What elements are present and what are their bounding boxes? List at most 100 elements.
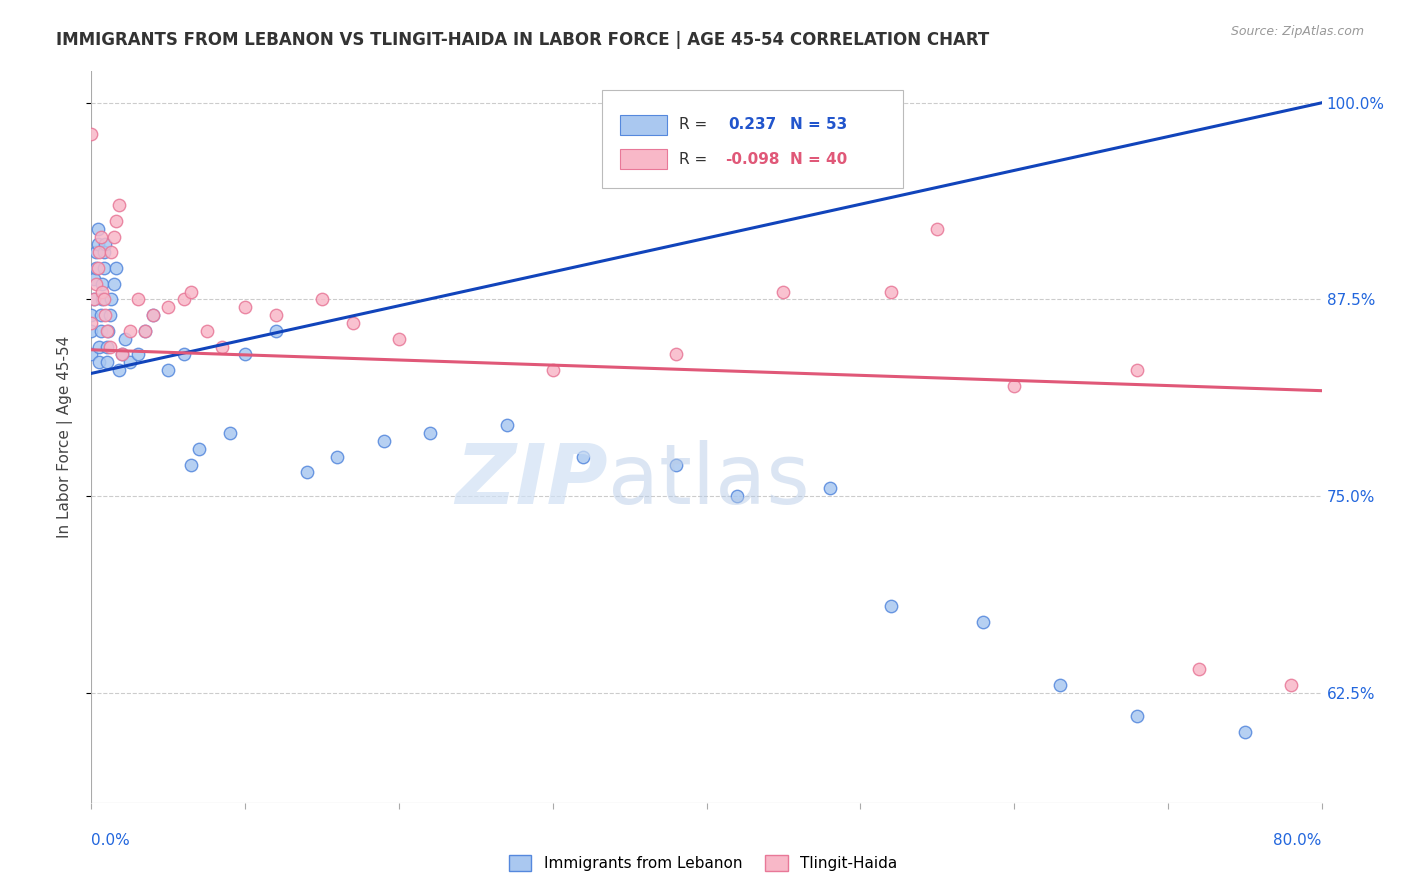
Point (84, 260, 107, 275)
FancyBboxPatch shape (620, 149, 666, 169)
Point (114, 332, 136, 346)
Text: IMMIGRANTS FROM LEBANON VS TLINGIT-HAIDA IN LABOR FORCE | AGE 45-54 CORRELATION : IMMIGRANTS FROM LEBANON VS TLINGIT-HAIDA… (56, 31, 990, 49)
Point (96, 324, 118, 338)
Point (373, 434, 395, 448)
Point (100, 245, 122, 260)
Text: -0.098: -0.098 (725, 152, 779, 167)
Point (87, 340, 110, 354)
Point (157, 363, 180, 377)
Point (495, 418, 517, 433)
Y-axis label: In Labor Force | Age 45-54: In Labor Force | Age 45-54 (58, 336, 73, 538)
Text: atlas: atlas (607, 441, 810, 522)
Point (96, 355, 118, 369)
Text: N = 40: N = 40 (790, 152, 848, 167)
Point (94, 237, 117, 252)
Point (173, 293, 195, 307)
Point (233, 347, 256, 361)
Point (572, 450, 595, 464)
Point (972, 615, 994, 629)
Text: Source: ZipAtlas.com: Source: ZipAtlas.com (1230, 25, 1364, 38)
Point (218, 426, 240, 441)
Point (98, 308, 121, 322)
Point (142, 308, 165, 322)
Point (195, 324, 218, 338)
Point (725, 489, 748, 503)
Point (108, 198, 131, 212)
Point (94, 308, 117, 322)
Point (311, 293, 333, 307)
Point (772, 285, 794, 299)
Point (157, 301, 180, 315)
Point (134, 324, 156, 338)
Point (111, 347, 134, 361)
Point (211, 340, 233, 354)
Point (91, 277, 114, 291)
Point (665, 347, 688, 361)
Point (264, 324, 287, 338)
Point (83, 293, 105, 307)
Point (87, 355, 110, 369)
Point (326, 450, 349, 464)
Point (134, 324, 156, 338)
Point (105, 260, 127, 275)
Legend: Immigrants from Lebanon, Tlingit-Haida: Immigrants from Lebanon, Tlingit-Haida (502, 849, 904, 877)
Text: 0.237: 0.237 (728, 117, 778, 132)
FancyBboxPatch shape (620, 114, 666, 135)
Point (90, 229, 112, 244)
Point (180, 458, 202, 472)
Text: R =: R = (679, 152, 713, 167)
Point (388, 332, 411, 346)
Point (1002, 379, 1025, 393)
Point (880, 599, 903, 614)
Point (80, 128, 103, 142)
Point (93, 245, 115, 260)
Point (86, 221, 108, 235)
Point (91, 285, 114, 299)
Point (100, 293, 122, 307)
Point (86, 237, 108, 252)
Point (90, 308, 112, 322)
Point (173, 347, 195, 361)
Point (105, 214, 127, 228)
Point (142, 308, 165, 322)
Point (97, 324, 120, 338)
Point (93, 260, 115, 275)
Text: R =: R = (679, 117, 713, 132)
Point (108, 363, 131, 377)
Point (1233, 725, 1256, 739)
Point (83, 293, 105, 307)
Point (90, 324, 112, 338)
Point (118, 324, 141, 338)
Point (1279, 678, 1302, 692)
Text: ZIP: ZIP (456, 441, 607, 522)
Point (1126, 363, 1149, 377)
Point (86, 260, 108, 275)
Point (127, 293, 149, 307)
Text: N = 53: N = 53 (790, 117, 848, 132)
Point (264, 308, 287, 322)
Point (188, 442, 211, 456)
Point (83, 272, 105, 286)
Point (98, 340, 121, 354)
Point (103, 229, 125, 244)
Point (111, 347, 134, 361)
Point (665, 458, 688, 472)
Text: 0.0%: 0.0% (91, 833, 131, 848)
Point (1126, 709, 1149, 723)
Point (342, 316, 364, 330)
Point (233, 301, 256, 315)
Text: 80.0%: 80.0% (1274, 833, 1322, 848)
Point (295, 466, 318, 480)
Point (87, 245, 110, 260)
Point (419, 426, 441, 441)
Point (1187, 662, 1209, 676)
Point (80, 308, 103, 322)
Point (93, 293, 115, 307)
Point (127, 347, 149, 361)
Point (84, 277, 107, 291)
Point (80, 316, 103, 330)
Point (180, 285, 202, 299)
Point (80, 324, 103, 338)
Point (96, 340, 118, 354)
Point (118, 355, 141, 369)
